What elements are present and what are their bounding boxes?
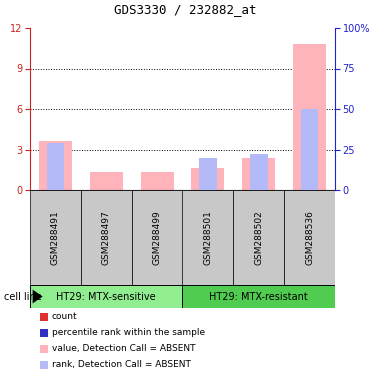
Bar (183, 285, 335, 308)
Bar (141, 172, 174, 190)
Bar (183, 190, 233, 285)
Bar (284, 190, 335, 285)
Text: GDS3330 / 232882_at: GDS3330 / 232882_at (114, 3, 257, 17)
Text: GSM288502: GSM288502 (254, 210, 263, 265)
Text: GSM288536: GSM288536 (305, 210, 314, 265)
Bar (30, 285, 183, 308)
Text: HT29: MTX-resistant: HT29: MTX-resistant (209, 291, 308, 301)
Bar (242, 157, 275, 190)
Text: GSM288499: GSM288499 (152, 210, 162, 265)
Text: count: count (52, 312, 78, 321)
Bar (233, 190, 284, 285)
Text: cell line: cell line (4, 291, 42, 301)
Bar (30, 190, 81, 285)
Bar (39, 141, 72, 190)
Bar (250, 154, 267, 190)
Text: GSM288491: GSM288491 (51, 210, 60, 265)
Text: GSM288501: GSM288501 (203, 210, 213, 265)
Bar (301, 109, 318, 190)
Bar (199, 157, 217, 190)
Text: percentile rank within the sample: percentile rank within the sample (52, 328, 205, 338)
Text: GSM288497: GSM288497 (102, 210, 111, 265)
Text: rank, Detection Call = ABSENT: rank, Detection Call = ABSENT (52, 360, 191, 369)
Bar (81, 190, 132, 285)
Bar (293, 44, 326, 190)
Text: value, Detection Call = ABSENT: value, Detection Call = ABSENT (52, 344, 196, 353)
Bar (90, 172, 123, 190)
Bar (132, 190, 183, 285)
Bar (46, 143, 64, 190)
Bar (191, 169, 224, 190)
Text: HT29: MTX-sensitive: HT29: MTX-sensitive (56, 291, 156, 301)
